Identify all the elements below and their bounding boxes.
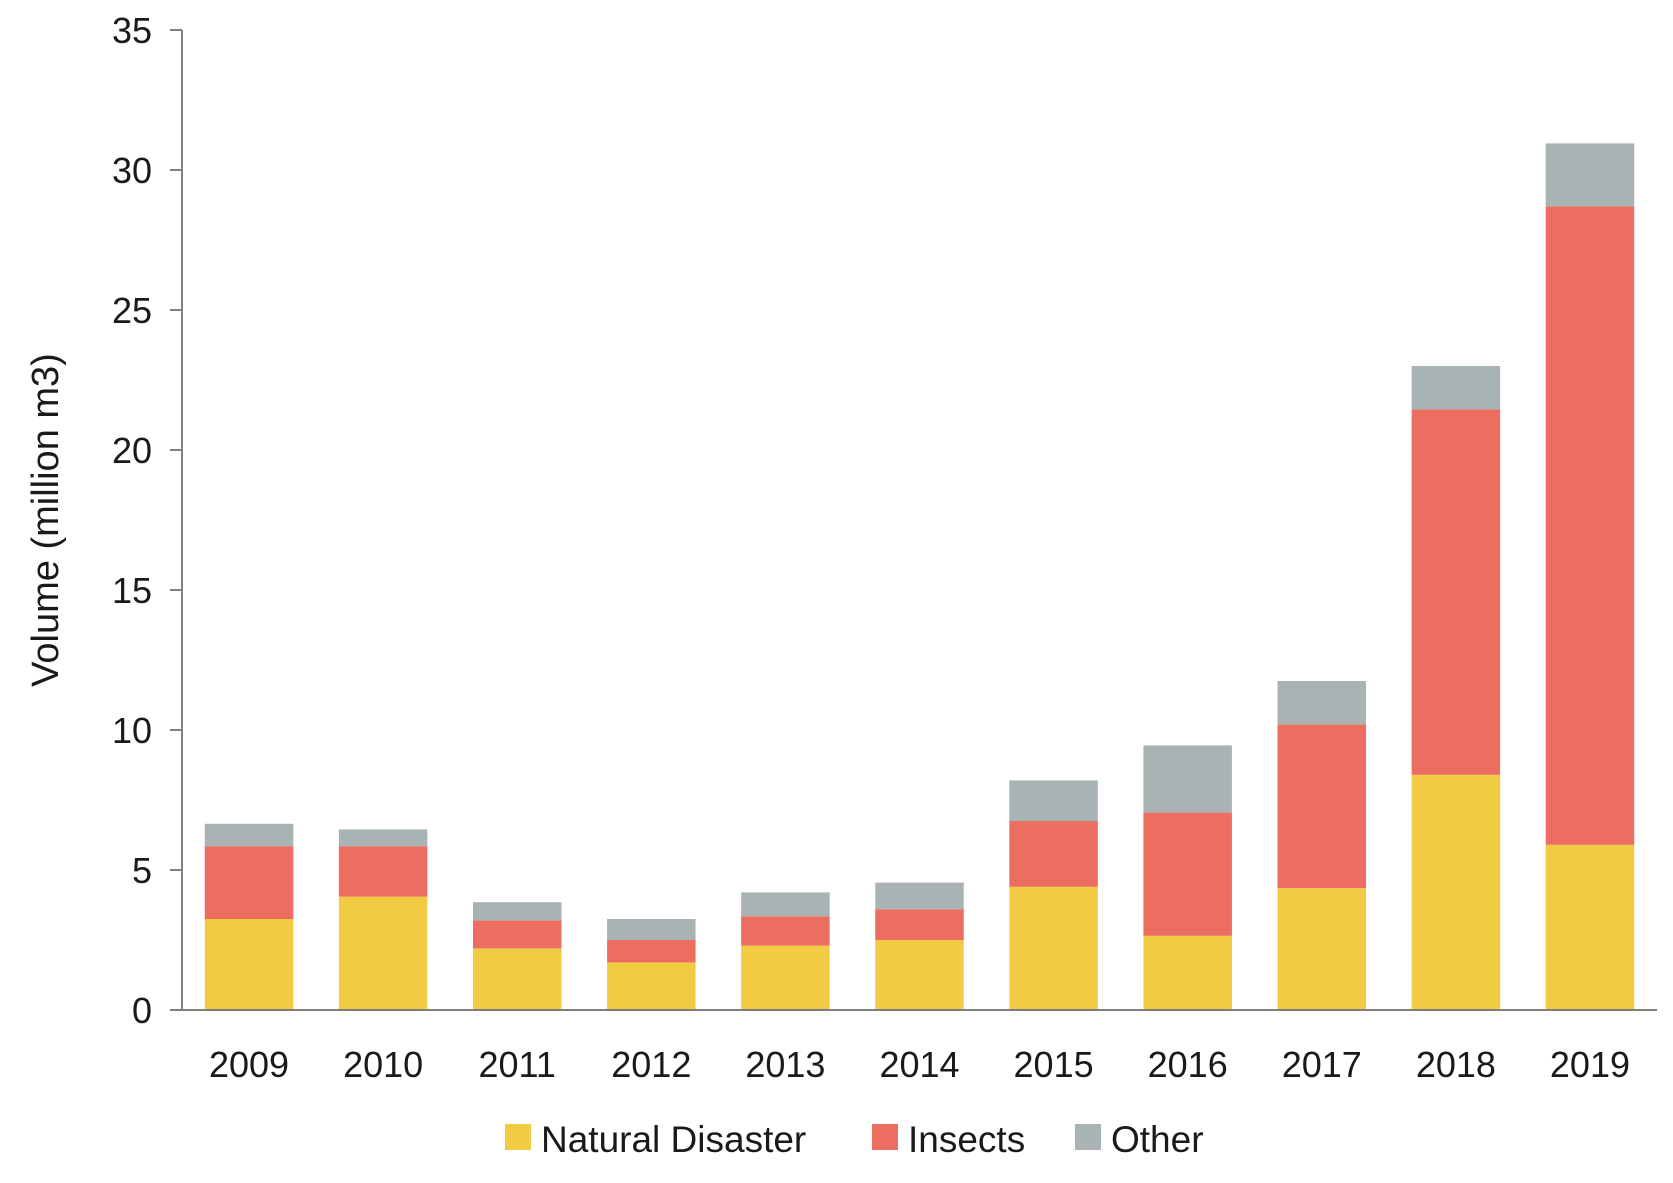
x-tick-label: 2009	[209, 1044, 289, 1085]
y-tick-label: 35	[112, 10, 152, 51]
bar-segment-other	[472, 902, 562, 921]
bar-segment-other	[875, 882, 964, 910]
bar-segment-insects	[1009, 821, 1098, 887]
legend-label-other: Other	[1111, 1119, 1204, 1160]
y-tick-label: 20	[112, 430, 152, 471]
y-axis-title: Volume (million m3)	[25, 353, 67, 687]
y-tick-label: 30	[112, 150, 152, 191]
bar-segment-insects	[1545, 206, 1635, 845]
y-tick-label: 0	[132, 990, 152, 1031]
legend-swatch-natural-disaster	[505, 1124, 531, 1150]
x-tick-label: 2013	[745, 1044, 825, 1085]
x-tick-label: 2017	[1282, 1044, 1362, 1085]
bar-segment-other	[338, 829, 428, 847]
bar-segment-natural-disaster	[1277, 888, 1367, 1010]
y-tick-label: 15	[112, 570, 152, 611]
y-axis-ticks: 0 5 10 15 20 25 30 35	[112, 10, 182, 1031]
bar-segment-other	[741, 892, 830, 917]
bar-segment-other	[204, 823, 294, 847]
bar-segment-natural-disaster	[875, 940, 964, 1010]
bar-segment-insects	[607, 940, 696, 963]
y-tick-label: 5	[132, 850, 152, 891]
bar-segment-insects	[1411, 409, 1501, 775]
x-axis-labels: 2009 2010 2011 2012 2013 2014 2015 2016 2017 2018…	[209, 1044, 1630, 1085]
bar-segment-natural-disaster	[204, 919, 294, 1010]
bar-segment-other	[1411, 366, 1501, 410]
x-tick-label: 2012	[611, 1044, 691, 1085]
x-tick-label: 2018	[1416, 1044, 1496, 1085]
y-tick-label: 25	[112, 290, 152, 331]
y-tick-label: 10	[112, 710, 152, 751]
bar-segment-insects	[1143, 812, 1232, 936]
bar-segment-natural-disaster	[741, 945, 830, 1010]
legend-label-insects: Insects	[908, 1119, 1025, 1160]
bar-segment-other	[1009, 780, 1098, 821]
bar-segment-other	[1545, 143, 1635, 207]
bar-segment-other	[1143, 745, 1232, 813]
bar-segment-other	[607, 919, 696, 940]
bar-segment-insects	[1277, 724, 1367, 889]
bar-segment-natural-disaster	[1411, 774, 1501, 1010]
bar-segment-natural-disaster	[1545, 844, 1635, 1010]
bar-segment-natural-disaster	[472, 948, 562, 1010]
bar-segment-insects	[741, 916, 830, 946]
bars-group	[204, 143, 1635, 1010]
legend-swatch-other	[1075, 1124, 1101, 1150]
bar-segment-natural-disaster	[1143, 935, 1232, 1010]
legend-label-natural-disaster: Natural Disaster	[541, 1119, 806, 1160]
bar-segment-insects	[875, 909, 964, 940]
x-tick-label: 2014	[879, 1044, 959, 1085]
legend-swatch-insects	[872, 1124, 898, 1150]
x-tick-label: 2010	[343, 1044, 423, 1085]
bar-segment-insects	[204, 846, 294, 919]
x-tick-label: 2015	[1014, 1044, 1094, 1085]
x-tick-label: 2011	[479, 1044, 556, 1085]
bar-segment-natural-disaster	[607, 962, 696, 1010]
bar-segment-other	[1277, 681, 1367, 725]
x-tick-label: 2016	[1148, 1044, 1228, 1085]
x-tick-label: 2019	[1550, 1044, 1630, 1085]
bar-segment-natural-disaster	[1009, 886, 1098, 1010]
legend: Natural Disaster Insects Other	[505, 1119, 1204, 1160]
bar-segment-natural-disaster	[338, 896, 428, 1010]
bar-segment-insects	[338, 846, 428, 897]
bar-segment-insects	[472, 920, 562, 949]
